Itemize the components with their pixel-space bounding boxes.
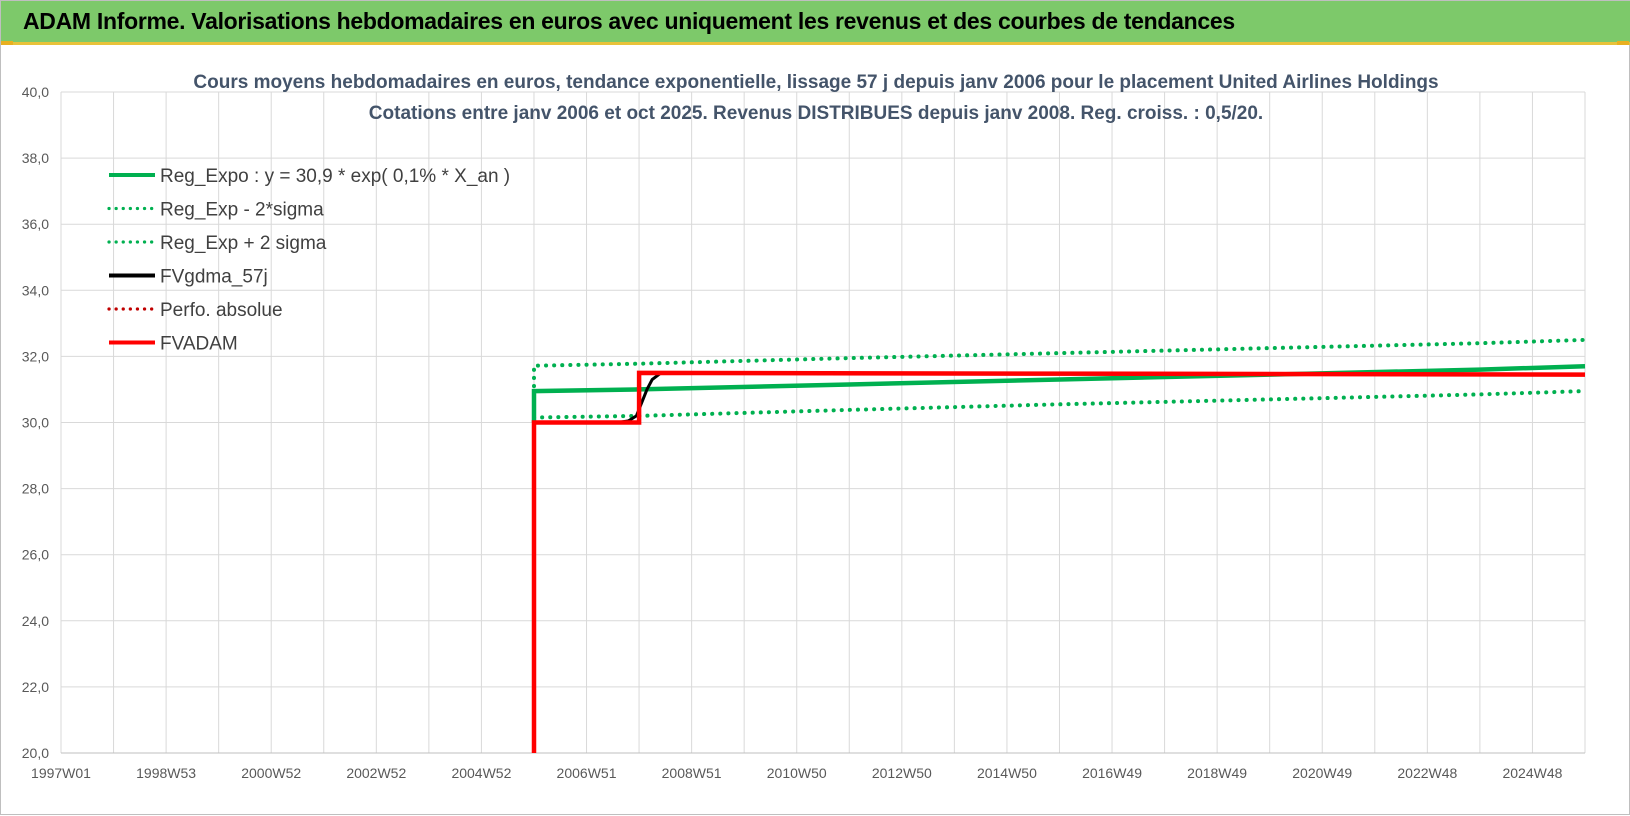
legend-label-1: Reg_Exp - 2*sigma [160,200,324,221]
y-tick-label: 22,0 [22,679,49,695]
series-line-5 [531,370,1586,753]
x-tick-label: 2010W50 [767,765,827,781]
y-tick-label: 34,0 [22,282,49,298]
y-tick-label: 32,0 [22,348,49,364]
report-banner: ADAM Informe. Valorisations hebdomadaire… [1,1,1630,45]
y-tick-label: 40,0 [22,84,49,100]
x-tick-label: 2004W52 [451,765,511,781]
legend-label-0: Reg_Expo : y = 30,9 * exp( 0,1% * X_an ) [160,166,510,187]
x-tick-label: 1998W53 [136,765,196,781]
legend-label-5: FVADAM [160,334,238,355]
legend-label-4: Perfo. absolue [160,300,283,321]
series-line-0 [531,364,1586,423]
x-tick-label: 2016W49 [1082,765,1142,781]
x-tick-label: 2002W52 [346,765,406,781]
chart-title-line-1: Cours moyens hebdomadaires en euros, ten… [193,72,1438,93]
corner-marker-left [1,41,13,45]
legend-label-3: FVgdma_57j [160,267,268,288]
x-tick-label: 2020W49 [1292,765,1352,781]
x-tick-label: 1997W01 [31,765,91,781]
chart-grid [60,91,1586,754]
x-tick-label: 2018W49 [1187,765,1247,781]
y-tick-label: 20,0 [22,745,49,761]
x-tick-label: 2000W52 [241,765,301,781]
x-tick-label: 2024W48 [1502,765,1562,781]
x-tick-label: 2014W50 [977,765,1037,781]
report-title: ADAM Informe. Valorisations hebdomadaire… [23,8,1235,34]
y-tick-label: 38,0 [22,150,49,166]
series-line-2 [532,337,1587,389]
x-tick-label: 2008W51 [662,765,722,781]
y-tick-label: 28,0 [22,481,49,497]
x-tick-label: 2012W50 [872,765,932,781]
chart-legend: Reg_Expo : y = 30,9 * exp( 0,1% * X_an )… [107,166,510,355]
chart-title-line-2: Cotations entre janv 2006 et oct 2025. R… [369,103,1263,124]
chart-axes: 20,0 22,0 24,0 26,0 28,0 30,0 32,0 34,0 36,0 38,0… [22,84,1585,781]
y-tick-label: 26,0 [22,547,49,563]
y-tick-label: 30,0 [22,415,49,431]
legend-label-2: Reg_Exp + 2 sigma [160,233,327,254]
y-tick-label: 36,0 [22,216,49,232]
y-tick-label: 24,0 [22,613,49,629]
x-tick-label: 2006W51 [557,765,617,781]
chart-series [531,337,1587,753]
corner-marker-right [1617,41,1629,45]
x-tick-label: 2022W48 [1397,765,1457,781]
